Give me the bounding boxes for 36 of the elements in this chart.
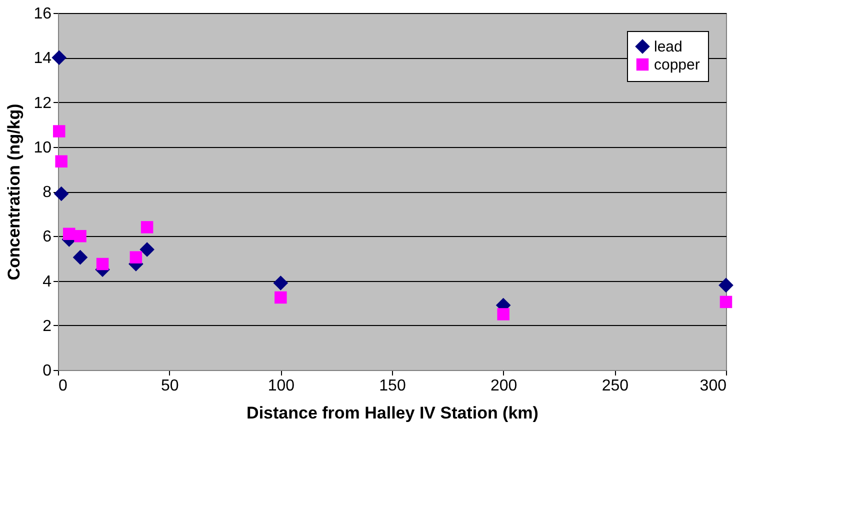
point (54, 186, 69, 202)
x-tick-label: 150 (379, 378, 406, 394)
legend-label: copper (654, 56, 700, 74)
point (140, 221, 154, 234)
point (96, 258, 109, 270)
point (718, 278, 734, 293)
point (72, 250, 88, 265)
point (52, 50, 67, 66)
x-axis-title: Distance from Halley IV Station (km) (246, 404, 538, 422)
y-tick-label: 0 (42, 362, 52, 380)
y-tick-label: 6 (42, 228, 52, 246)
x-tick-label: 0 (58, 378, 68, 394)
point (497, 308, 510, 320)
y-tick-label: 2 (42, 318, 52, 335)
legend-label: lead (654, 38, 682, 56)
point (63, 228, 76, 240)
point (140, 242, 154, 257)
point (130, 251, 142, 264)
x-tick-label: 50 (160, 378, 179, 394)
x-tick-label: 100 (268, 378, 295, 394)
y-tick-label: 10 (34, 139, 52, 156)
x-tick-label: 300 (700, 378, 727, 394)
point (274, 291, 287, 304)
point (52, 125, 66, 138)
point (55, 155, 68, 168)
y-tick-label: 14 (34, 50, 52, 68)
y-tick-label: 12 (34, 94, 52, 112)
y-tick-label: 4 (42, 273, 52, 290)
x-tick-label: 200 (490, 378, 518, 394)
x-tick-label: 250 (602, 378, 629, 394)
point (720, 296, 732, 308)
y-tick-label: 8 (42, 184, 52, 201)
point (273, 276, 288, 290)
point (74, 230, 86, 242)
y-axis-title: Concentration (ng/kg) (4, 104, 24, 280)
y-tick-label: 16 (34, 6, 52, 22)
